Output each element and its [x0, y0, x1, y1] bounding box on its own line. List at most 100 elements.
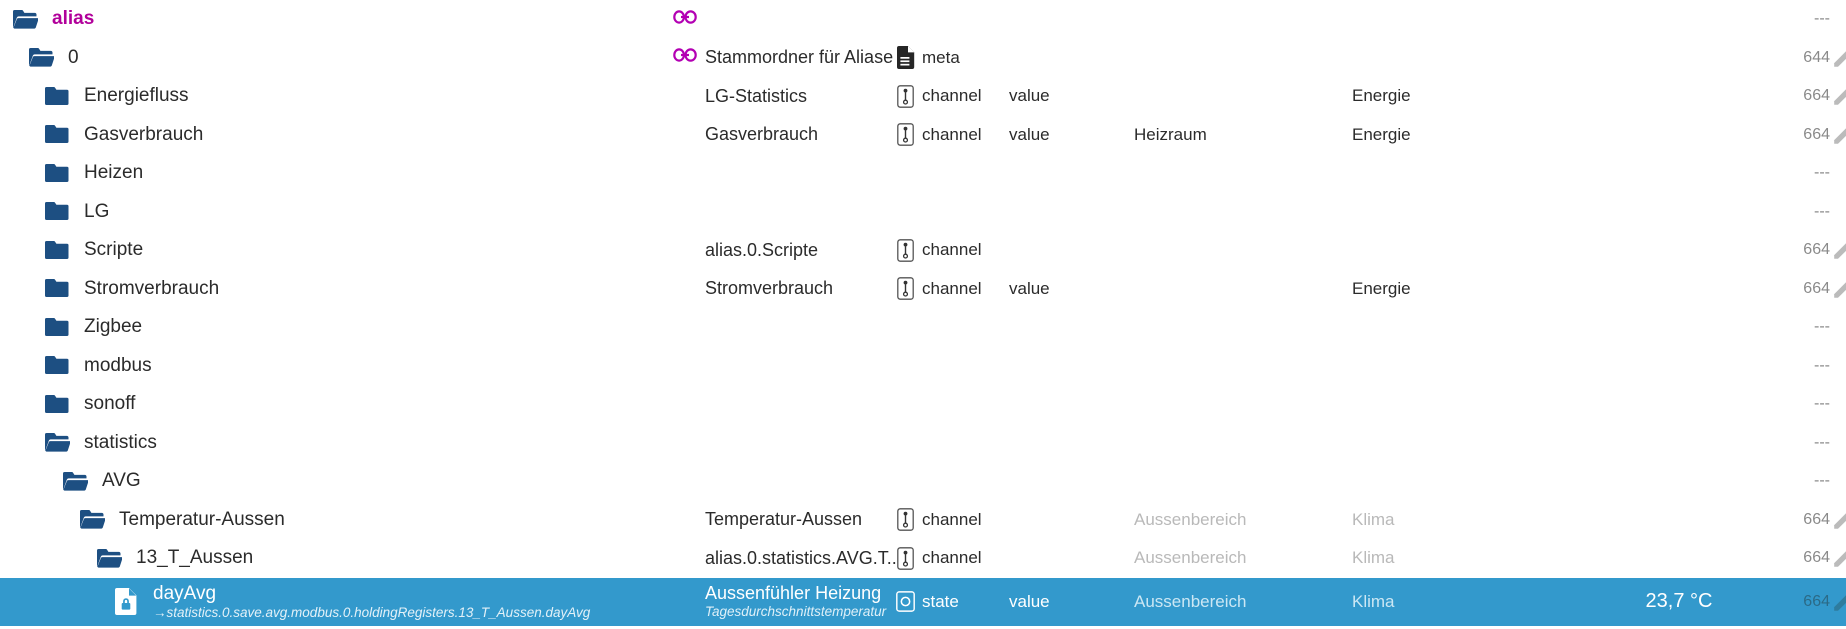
tree-row-acl[interactable]: 664	[1803, 241, 1830, 259]
link-icon[interactable]	[673, 47, 697, 68]
pencil-icon	[1834, 282, 1846, 298]
tree-row-name-cell[interactable]: Stromverbrauch	[0, 278, 673, 300]
channel-icon	[896, 84, 915, 108]
folder-closed-icon[interactable]	[44, 355, 70, 377]
tree-row[interactable]: AVG ---	[0, 462, 1846, 501]
folder-open-icon[interactable]	[28, 47, 54, 69]
tree-row-name-label: Zigbee	[84, 316, 143, 338]
tree-row-acl[interactable]: ---	[1814, 433, 1830, 451]
folder-open-icon[interactable]	[12, 8, 38, 30]
tree-row-name-cell[interactable]: dayAvg →statistics.0.save.avg.modbus.0.ho…	[0, 583, 673, 621]
edit-object-button[interactable]	[1830, 507, 1846, 533]
tree-row[interactable]: Energiefluss LG-Statistics channel value Ene…	[0, 77, 1846, 116]
tree-row-room: Heizraum	[1134, 124, 1207, 144]
folder-open-icon[interactable]	[79, 509, 105, 531]
tree-row-name-text-wrap: alias	[52, 8, 94, 30]
locked-state-document-icon	[115, 588, 137, 615]
tree-row-name-cell[interactable]: alias	[0, 8, 673, 30]
tree-row[interactable]: Scripte alias.0.Scripte channel 664	[0, 231, 1846, 270]
tree-row-name-cell[interactable]: Heizen	[0, 162, 673, 184]
tree-row-acl[interactable]: 644	[1803, 48, 1830, 66]
folder-open-icon[interactable]	[96, 547, 122, 569]
tree-row-name-cell[interactable]: 13_T_Aussen	[0, 547, 673, 569]
folder-closed-icon[interactable]	[44, 124, 70, 146]
folder-closed-icon[interactable]	[44, 316, 70, 338]
tree-row-name-text-wrap: Stromverbrauch	[84, 278, 219, 300]
tree-row[interactable]: 13_T_Aussen alias.0.statistics.AVG.T... ch…	[0, 539, 1846, 578]
channel-icon	[896, 508, 915, 532]
pencil-icon	[1834, 51, 1846, 67]
tree-row-name-text-wrap: 0	[68, 47, 79, 69]
folder-closed-icon	[45, 86, 69, 105]
folder-closed-icon	[45, 240, 69, 259]
tree-row-function: Energie	[1352, 86, 1411, 106]
tree-row-actions	[1830, 507, 1846, 533]
tree-row-role-label: channel	[922, 86, 982, 106]
tree-row[interactable]: Stromverbrauch Stromverbrauch channel value…	[0, 270, 1846, 309]
tree-row-acl[interactable]: 664	[1803, 592, 1830, 610]
tree-row-name-cell[interactable]: Scripte	[0, 239, 673, 261]
tree-row-role-label: channel	[922, 548, 982, 568]
folder-closed-icon[interactable]	[44, 201, 70, 223]
tree-row-name-cell[interactable]: Zigbee	[0, 316, 673, 338]
edit-object-button[interactable]	[1830, 45, 1846, 71]
tree-row-name-text-wrap: modbus	[84, 355, 152, 377]
tree-row-acl[interactable]: 664	[1803, 549, 1830, 567]
tree-row-acl[interactable]: ---	[1814, 318, 1830, 336]
tree-row[interactable]: Gasverbrauch Gasverbrauch channel value Heiz…	[0, 116, 1846, 155]
folder-closed-icon[interactable]	[44, 239, 70, 261]
folder-closed-icon[interactable]	[44, 85, 70, 107]
tree-row-acl[interactable]: ---	[1814, 472, 1830, 490]
tree-row[interactable]: LG ---	[0, 193, 1846, 232]
tree-row[interactable]: dayAvg →statistics.0.save.avg.modbus.0.ho…	[0, 577, 1846, 626]
tree-row[interactable]: Temperatur-Aussen Temperatur-Aussen channe…	[0, 501, 1846, 540]
tree-row[interactable]: 0 Stammordner für Aliase meta 644	[0, 39, 1846, 78]
edit-object-button[interactable]	[1830, 83, 1846, 109]
tree-row-acl[interactable]: ---	[1814, 356, 1830, 374]
tree-row-name-cell[interactable]: 0	[0, 47, 673, 69]
tree-row-acl[interactable]: ---	[1814, 10, 1830, 28]
tree-row-acl[interactable]: 664	[1803, 510, 1830, 528]
edit-object-button[interactable]	[1830, 545, 1846, 571]
tree-row-name-text-wrap: Temperatur-Aussen	[119, 509, 285, 531]
tree-row-actions	[1830, 353, 1846, 379]
tree-row-name-label: 0	[68, 46, 79, 68]
document-icon	[896, 46, 914, 70]
folder-closed-icon[interactable]	[44, 162, 70, 184]
tree-row-name-cell[interactable]: Temperatur-Aussen	[0, 509, 673, 531]
tree-row-acl[interactable]: 664	[1803, 125, 1830, 143]
tree-row-acl[interactable]: ---	[1814, 164, 1830, 182]
folder-open-icon[interactable]	[44, 432, 70, 454]
tree-row[interactable]: alias ---	[0, 0, 1846, 39]
tree-row-name-cell[interactable]: Gasverbrauch	[0, 124, 673, 146]
folder-closed-icon[interactable]	[44, 278, 70, 300]
tree-row-name-cell[interactable]: LG	[0, 201, 673, 223]
edit-object-button[interactable]	[1830, 276, 1846, 302]
tree-row-description: Gasverbrauch	[705, 124, 819, 145]
folder-open-icon[interactable]	[62, 470, 88, 492]
tree-row-name-cell[interactable]: AVG	[0, 470, 673, 492]
channel-icon	[897, 277, 914, 301]
tree-row[interactable]: Zigbee ---	[0, 308, 1846, 347]
tree-row-name-cell[interactable]: statistics	[0, 432, 673, 454]
tree-row-name-label: Heizen	[84, 162, 144, 184]
tree-row-acl[interactable]: ---	[1814, 202, 1830, 220]
tree-row-name-label: Temperatur-Aussen	[119, 508, 285, 530]
folder-closed-icon	[45, 202, 69, 221]
tree-row-name-cell[interactable]: sonoff	[0, 393, 673, 415]
edit-object-button[interactable]	[1830, 122, 1846, 148]
tree-row[interactable]: Heizen ---	[0, 154, 1846, 193]
tree-row-name-cell[interactable]: modbus	[0, 355, 673, 377]
tree-row-acl[interactable]: 664	[1803, 87, 1830, 105]
edit-object-button[interactable]	[1830, 237, 1846, 263]
tree-row-name-cell[interactable]: Energiefluss	[0, 85, 673, 107]
tree-row[interactable]: statistics ---	[0, 424, 1846, 463]
tree-row[interactable]: modbus ---	[0, 347, 1846, 386]
edit-object-button[interactable]	[1830, 589, 1846, 615]
tree-row-acl[interactable]: ---	[1814, 395, 1830, 413]
tree-row[interactable]: sonoff ---	[0, 385, 1846, 424]
tree-row-actions	[1830, 391, 1846, 417]
tree-row-acl[interactable]: 664	[1803, 279, 1830, 297]
link-icon[interactable]	[673, 9, 697, 30]
folder-closed-icon[interactable]	[44, 393, 70, 415]
